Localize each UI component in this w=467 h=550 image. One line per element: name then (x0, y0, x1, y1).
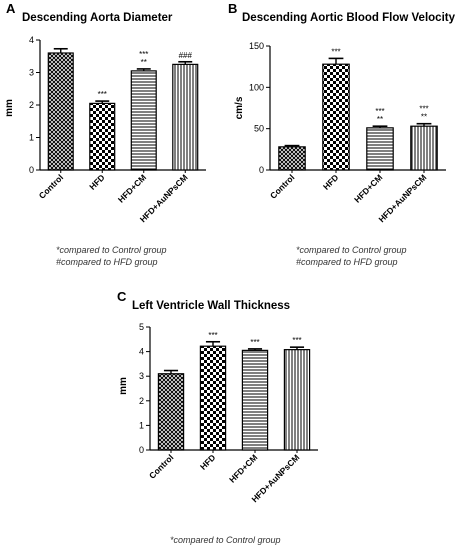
y-tick-label: 0 (139, 445, 144, 455)
significance-label: ** (377, 115, 383, 124)
footnote-hfd: #compared to HFD group (56, 257, 158, 267)
y-axis-label: cm/s (234, 96, 245, 119)
chart-title: Descending Aortic Blood Flow Velocity (242, 12, 456, 24)
bar (199, 345, 227, 451)
y-axis-label: mm (4, 99, 15, 117)
bar (410, 125, 438, 171)
bar (366, 127, 394, 171)
bar (322, 63, 350, 171)
significance-label: ** (141, 58, 147, 67)
y-axis-label: mm (118, 377, 129, 395)
footnote-control: *compared to Control group (170, 535, 281, 545)
bar (283, 349, 311, 451)
significance-label: *** (250, 338, 259, 347)
y-tick-label: 0 (259, 165, 264, 175)
footnote-control: *compared to Control group (296, 245, 407, 255)
y-tick-label: 4 (139, 347, 144, 357)
y-tick-label: 5 (139, 322, 144, 332)
y-tick-label: 4 (29, 35, 34, 45)
category-label: Control (37, 172, 65, 200)
bar (47, 52, 74, 171)
category-label: HFD+CM (352, 172, 384, 204)
plot-area: 012345Control***HFD***HFD+CM***HFD+AuNPs… (139, 322, 318, 504)
y-tick-label: 150 (249, 41, 264, 51)
category-label: HFD (321, 172, 340, 191)
bar (278, 146, 306, 171)
y-tick-label: 1 (29, 133, 34, 143)
panel-letter: A (6, 1, 16, 16)
significance-label: *** (139, 50, 148, 59)
bar (241, 349, 269, 451)
footnote-control: *compared to Control group (56, 245, 167, 255)
category-label: HFD (198, 452, 217, 471)
panel-b: B Descending Aortic Blood Flow Velocity … (228, 1, 456, 267)
chart-title: Left Ventricle Wall Thickness (132, 300, 290, 312)
significance-label: *** (292, 336, 301, 345)
category-label: HFD (87, 172, 106, 191)
bar (89, 102, 116, 171)
panel-letter: C (117, 289, 127, 304)
category-label: HFD+AuNPsCM (376, 172, 428, 224)
significance-label: *** (208, 331, 217, 340)
category-label: HFD+CM (116, 172, 148, 204)
panel-letter: B (228, 1, 237, 16)
significance-label: *** (419, 105, 428, 114)
significance-label: ### (179, 51, 193, 60)
category-label: Control (268, 172, 296, 200)
category-label: Control (147, 452, 175, 480)
footnote-hfd: #compared to HFD group (296, 257, 398, 267)
y-tick-label: 2 (139, 396, 144, 406)
y-tick-label: 3 (29, 68, 34, 78)
plot-area: 01234Control***HFD*****HFD+CM###HFD+AuNP… (29, 35, 206, 224)
significance-label: ** (421, 113, 427, 122)
bar (172, 63, 199, 171)
y-tick-label: 3 (139, 371, 144, 381)
panel-c: C Left Ventricle Wall Thickness mm 0 1 2 3 4… (117, 289, 318, 545)
plot-area: 050100150Control***HFD*****HFD+CM*****HF… (249, 41, 446, 224)
y-tick-label: 50 (254, 124, 264, 134)
significance-label: *** (375, 107, 384, 116)
bar (130, 70, 157, 171)
chart-title: Descending Aorta Diameter (22, 12, 173, 24)
panel-a: A Descending Aorta Diameter mm 0 1 2 3 4 Cont… (4, 1, 206, 267)
significance-label: *** (331, 47, 340, 56)
y-tick-label: 2 (29, 100, 34, 110)
y-tick-label: 1 (139, 420, 144, 430)
category-label: HFD+CM (227, 452, 259, 484)
significance-label: *** (98, 90, 107, 99)
y-tick-label: 0 (29, 165, 34, 175)
y-tick-label: 100 (249, 82, 264, 92)
bar (157, 373, 185, 451)
